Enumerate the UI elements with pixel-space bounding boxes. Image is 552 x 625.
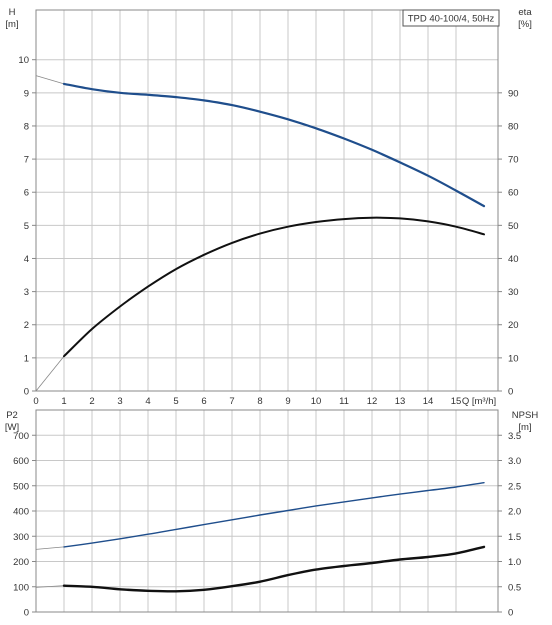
top-axis-titles: H [m] eta [%] Q [m³/h] xyxy=(5,7,532,407)
power-curve xyxy=(63,482,485,548)
power-curve-extension xyxy=(35,546,65,550)
npsh-tick-label: 0 xyxy=(508,608,513,619)
efficiency-curve xyxy=(63,216,485,358)
npsh-axis-unit: [m] xyxy=(518,422,531,433)
x-tick-label: 0 xyxy=(33,396,38,407)
x-axis-label: Q [m³/h] xyxy=(462,396,496,407)
y-left-tick-label: 1 xyxy=(24,353,29,364)
chart-title-box: TPD 40-100/4, 50Hz xyxy=(402,9,500,27)
p2-tick-label: 400 xyxy=(13,507,29,518)
x-tick-label: 12 xyxy=(367,396,378,407)
y-left-tick-label: 10 xyxy=(18,55,29,66)
top-series xyxy=(35,75,486,392)
npsh-tick-label: 2.0 xyxy=(508,507,521,518)
y-right-tick-label: 90 xyxy=(508,88,519,99)
npsh-tick-label: 1.0 xyxy=(508,557,521,568)
x-tick-label: 14 xyxy=(423,396,434,407)
npsh-curve-extension xyxy=(35,585,65,588)
bottom-series xyxy=(35,482,486,593)
top-tick-labels: 0 1 2 3 4 5 6 7 8 9 10 11 12 13 14 15012345678910010203… xyxy=(18,55,518,407)
y-right-tick-label: 80 xyxy=(508,121,519,132)
npsh-tick-label: 3.5 xyxy=(508,431,521,442)
y-left-tick-label: 7 xyxy=(24,155,29,166)
x-tick-label: 6 xyxy=(201,396,206,407)
y-right-tick-label: 10 xyxy=(508,353,519,364)
x-tick-label: 9 xyxy=(285,396,290,407)
x-tick-label: 3 xyxy=(117,396,122,407)
p2-tick-label: 200 xyxy=(13,557,29,568)
head-curve xyxy=(62,82,486,208)
p2-tick-label: 700 xyxy=(13,431,29,442)
p2-axis-unit: [W] xyxy=(5,422,19,433)
p2-axis-name: P2 xyxy=(6,410,18,421)
x-tick-label: 10 xyxy=(311,396,322,407)
y-right-tick-label: 60 xyxy=(508,188,519,199)
y-right-tick-label: 50 xyxy=(508,221,519,232)
y-right-tick-label: 30 xyxy=(508,287,519,298)
y-right-axis-unit: [%] xyxy=(518,19,532,30)
npsh-tick-label: 3.0 xyxy=(508,456,521,467)
npsh-tick-label: 2.5 xyxy=(508,481,521,492)
npsh-curve xyxy=(62,545,486,593)
p2-tick-label: 500 xyxy=(13,481,29,492)
bottom-chart-panel: 0 100 200 300 400 500 600 700 0 0.5 1.0 1.5 2.0 2.5 3.… xyxy=(5,409,538,619)
y-left-tick-label: 9 xyxy=(24,88,29,99)
x-tick-label: 7 xyxy=(229,396,234,407)
npsh-tick-label: 0.5 xyxy=(508,582,521,593)
y-right-tick-label: 40 xyxy=(508,254,519,265)
head-curve-extension xyxy=(35,75,65,85)
p2-tick-label: 300 xyxy=(13,532,29,543)
y-left-tick-label: 8 xyxy=(24,121,29,132)
efficiency-curve-extension xyxy=(35,355,65,392)
y-left-axis-name: H xyxy=(9,7,16,18)
top-grid xyxy=(35,10,498,392)
y-left-tick-label: 2 xyxy=(24,320,29,331)
y-left-tick-label: 5 xyxy=(24,221,29,232)
x-tick-label: 15 xyxy=(451,396,462,407)
y-left-tick-label: 4 xyxy=(24,254,29,265)
y-right-axis-name: eta xyxy=(518,7,532,18)
p2-tick-label: 0 xyxy=(24,608,29,619)
x-tick-label: 8 xyxy=(257,396,262,407)
y-left-tick-label: 3 xyxy=(24,287,29,298)
y-right-tick-label: 0 xyxy=(508,387,513,398)
p2-tick-label: 600 xyxy=(13,456,29,467)
x-tick-label: 5 xyxy=(173,396,178,407)
bottom-axis-titles: P2 [W] NPSH [m] xyxy=(5,410,538,433)
y-left-axis-unit: [m] xyxy=(5,19,18,30)
x-tick-label: 1 xyxy=(61,396,66,407)
top-plot-frame xyxy=(35,9,499,392)
chart-title: TPD 40-100/4, 50Hz xyxy=(408,14,495,25)
top-frame-rect xyxy=(35,9,499,392)
top-chart-panel: 0 1 2 3 4 5 6 7 8 9 10 11 12 13 14 15012345678910010203… xyxy=(5,7,532,407)
y-right-tick-label: 20 xyxy=(508,320,519,331)
x-tick-label: 11 xyxy=(339,396,349,407)
bottom-tick-labels: 0 100 200 300 400 500 600 700 0 0.5 1.0 1.5 2.0 2.5 3.… xyxy=(13,431,521,619)
p2-tick-label: 100 xyxy=(13,582,29,593)
y-right-tick-label: 70 xyxy=(508,155,519,166)
x-tick-label: 13 xyxy=(395,396,406,407)
bottom-grid xyxy=(35,410,498,613)
x-tick-label: 4 xyxy=(145,396,150,407)
y-left-tick-label: 6 xyxy=(24,188,29,199)
y-left-tick-label: 0 xyxy=(24,387,29,398)
x-tick-label: 2 xyxy=(89,396,94,407)
npsh-axis-name: NPSH xyxy=(512,410,539,421)
npsh-tick-label: 1.5 xyxy=(508,532,521,543)
